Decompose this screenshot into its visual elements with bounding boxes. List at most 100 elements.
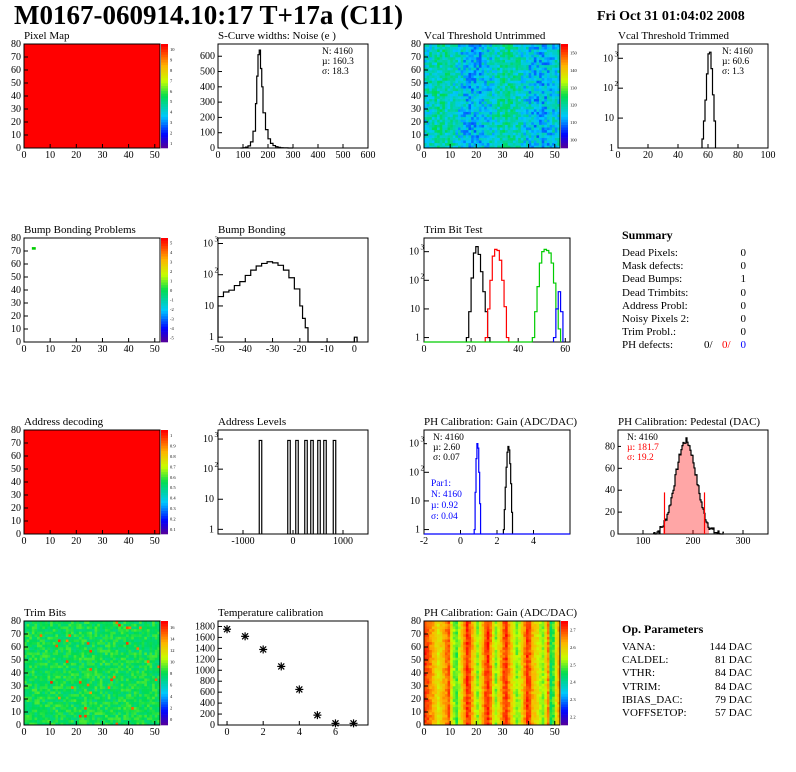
heatmap-cell <box>478 135 482 138</box>
heatmap-cell <box>42 626 46 630</box>
palette-step <box>161 64 168 68</box>
heatmap-cell <box>473 132 477 136</box>
heatmap-cell <box>26 673 30 676</box>
heatmap-cell <box>426 701 430 705</box>
heatmap-cell <box>541 62 545 66</box>
heatmap-cell <box>68 709 72 713</box>
heatmap-cell <box>434 85 438 89</box>
heatmap-cell <box>65 719 69 723</box>
heatmap-cell <box>118 649 122 653</box>
heatmap-cell <box>494 96 498 99</box>
heatmap-cell <box>47 649 51 653</box>
heatmap-cell <box>136 628 140 632</box>
heatmap-cell <box>489 124 493 128</box>
heatmap-cell <box>539 93 542 97</box>
heatmap-cell <box>528 51 532 55</box>
heatmap-cell <box>107 704 111 708</box>
heatmap-cell <box>86 683 90 687</box>
heatmap-cell <box>554 127 558 131</box>
heatmap-cell <box>536 57 540 60</box>
heatmap-cell <box>499 88 503 92</box>
heatmap-cell <box>476 111 480 115</box>
heatmap-cell <box>476 142 480 146</box>
heatmap-cell <box>78 628 82 632</box>
heatmap-cell <box>112 670 116 674</box>
heatmap-cell <box>73 691 77 695</box>
palette-step <box>161 90 168 94</box>
heatmap-cell <box>73 662 77 666</box>
heatmap-cell <box>110 722 114 726</box>
heatmap-cell <box>546 145 550 149</box>
pedestal-fill <box>696 474 697 534</box>
heatmap-cell <box>431 106 435 110</box>
heatmap-cell <box>486 101 490 105</box>
heatmap-cell <box>133 639 137 643</box>
heatmap-cell <box>544 129 548 133</box>
heatmap-cell <box>476 83 480 86</box>
heatmap-cell <box>65 634 69 637</box>
heatmap-cell <box>110 706 114 710</box>
heatmap-cell <box>429 122 433 125</box>
heatmap-cell <box>502 57 506 60</box>
heatmap-cell <box>149 628 153 632</box>
palette-step <box>561 114 568 118</box>
heatmap-cell <box>141 709 145 713</box>
palette-step <box>561 140 568 144</box>
heatmap-cell <box>552 54 556 58</box>
palette-step <box>561 98 568 102</box>
heatmap-cell <box>63 631 67 635</box>
y-tick-label: 80 <box>605 441 615 452</box>
heatmap-cell <box>557 64 561 68</box>
heatmap-cell <box>557 142 561 146</box>
heatmap-cell <box>471 80 474 84</box>
heatmap-cell <box>50 644 54 648</box>
heatmap-cell <box>426 70 430 73</box>
x-tick-label: 0 <box>291 536 296 547</box>
heatmap-cell <box>518 62 522 66</box>
histogram-series-1 <box>473 443 482 534</box>
heatmap-cell <box>523 111 527 115</box>
stats-sigma: σ: 19.2 <box>627 453 654 463</box>
heatmap-cell <box>65 712 69 715</box>
panel-temperature: Temperature calibration 0 2 4 6 0 200 400 600 800… <box>194 607 390 741</box>
heatmap-cell <box>526 59 529 63</box>
heatmap-cell <box>552 44 556 47</box>
heatmap-cell <box>444 80 448 84</box>
color-palette <box>161 44 168 149</box>
heatmap-cell <box>512 137 516 141</box>
heatmap-cell <box>476 106 480 110</box>
heatmap-cell <box>110 691 114 695</box>
heatmap-cell <box>471 116 474 120</box>
heatmap-cell <box>78 706 82 710</box>
heatmap-cell <box>99 678 103 682</box>
heatmap-cell <box>546 106 550 110</box>
heatmap-cell <box>531 93 535 97</box>
histogram-series-0 <box>502 445 514 534</box>
heatmap-cell <box>71 667 74 671</box>
heatmap-cell <box>489 77 493 81</box>
palette-tick-label: 1 <box>170 279 172 284</box>
heatmap-cell <box>523 70 527 73</box>
heatmap-cell <box>424 699 427 702</box>
heatmap-cell <box>523 124 527 128</box>
heatmap-cell <box>536 103 540 107</box>
palette-tick-label: -2 <box>170 307 174 312</box>
heatmap-cell <box>24 623 27 627</box>
heatmap-cell <box>126 639 129 643</box>
heatmap-cell <box>24 636 27 640</box>
heatmap-cell <box>507 145 511 149</box>
heatmap-cell <box>146 644 150 648</box>
heatmap-cell <box>484 59 488 63</box>
heatmap-cell <box>471 72 474 76</box>
heatmap-cell <box>473 137 477 141</box>
heatmap-cell <box>478 70 482 73</box>
heatmap-cell <box>42 652 46 656</box>
heatmap-cell <box>476 135 480 138</box>
heatmap-cell <box>510 132 514 136</box>
heatmap-cell <box>481 101 485 105</box>
heatmap-cell <box>144 649 148 653</box>
heatmap-cell <box>437 44 440 47</box>
heatmap-cell <box>557 59 561 63</box>
heatmap-cell <box>37 673 40 676</box>
